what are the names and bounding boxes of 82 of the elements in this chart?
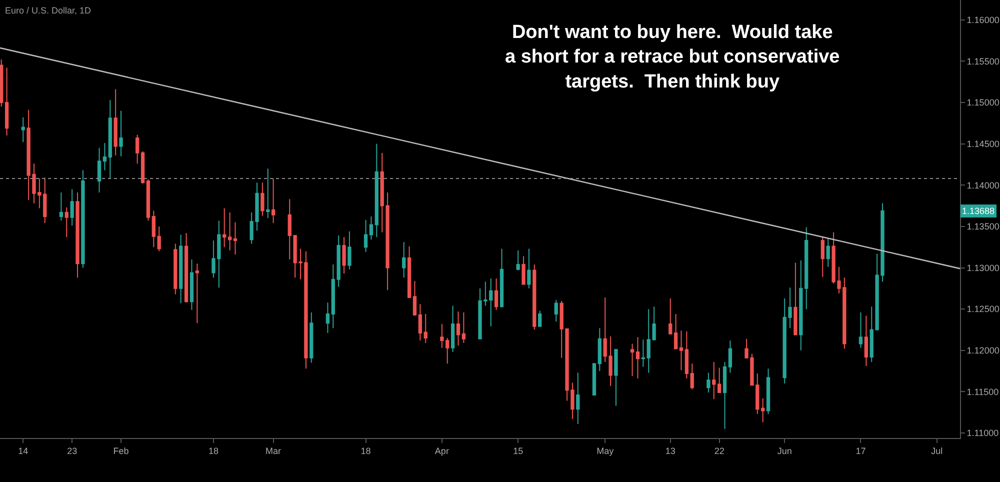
candlestick <box>706 372 710 394</box>
x-tick-label: 23 <box>67 446 78 456</box>
x-tick-label: Jul <box>931 446 943 456</box>
candlestick <box>76 192 80 278</box>
candlestick <box>684 330 689 379</box>
y-tick-label: 1.11500 <box>966 386 999 397</box>
candlestick <box>64 206 68 238</box>
x-tick-label: 15 <box>513 446 524 456</box>
candlestick <box>174 243 178 295</box>
y-tick-label: 1.11000 <box>966 428 999 438</box>
candlestick <box>108 100 112 180</box>
x-tick-label: 18 <box>208 446 218 456</box>
candlestick <box>233 222 238 256</box>
candlestick <box>4 67 9 136</box>
candlestick <box>179 234 183 304</box>
candlestick <box>761 398 765 423</box>
candlestick <box>146 178 150 222</box>
y-tick-label: 1.15000 <box>966 98 1000 108</box>
candlestick <box>636 336 640 379</box>
candlestick <box>668 298 672 334</box>
x-tick-label: Feb <box>113 446 129 456</box>
x-tick-label: 17 <box>856 446 866 456</box>
candlestick <box>592 363 596 396</box>
candlestick <box>794 262 798 336</box>
candlestick <box>804 226 808 310</box>
x-tick-label: May <box>596 446 614 456</box>
candlestick <box>679 330 684 371</box>
y-tick-label: 1.12500 <box>966 304 1000 314</box>
candlestick <box>0 59 4 108</box>
candlestick <box>826 238 830 268</box>
y-tick-label: 1.16000 <box>966 14 1000 25</box>
candlestick <box>799 260 803 351</box>
candlestick <box>630 343 634 377</box>
annotation: Don't want to buy here. Would take a short for a retrace but conservative targets. Then think buy <box>505 22 840 92</box>
candlestick <box>766 368 770 415</box>
candlestick <box>728 340 732 374</box>
candlestick <box>119 110 123 157</box>
candlestick <box>266 168 270 219</box>
y-tick-label: 1.12000 <box>966 346 1000 356</box>
candlestick <box>222 208 226 248</box>
candlestick <box>598 328 602 372</box>
x-tick-label: 13 <box>665 446 676 456</box>
candlestick <box>140 150 145 184</box>
y-tick-label: 1.14000 <box>966 180 1000 190</box>
candlestick <box>614 348 618 406</box>
candlestick <box>717 367 722 394</box>
x-tick-label: Mar <box>266 446 282 456</box>
candlestick <box>641 339 646 368</box>
candlestick <box>576 372 580 424</box>
candlestick <box>70 188 74 226</box>
candlestick <box>858 312 863 348</box>
candlestick <box>674 314 678 350</box>
candlestick <box>136 134 140 164</box>
x-tick-label: 18 <box>360 446 371 456</box>
text: 1.13688 <box>962 206 995 216</box>
candlestick <box>152 210 156 248</box>
candlestick <box>820 236 824 278</box>
y-tick-label: 1.15500 <box>966 56 1000 66</box>
text: Euro / U.S. Dollar, 1D <box>5 6 92 16</box>
y-tick-label: 1.13500 <box>966 222 1000 232</box>
candlestick <box>97 147 102 194</box>
candlestick <box>722 361 727 430</box>
candlestick <box>81 170 85 268</box>
y-tick-label: 1.13000 <box>966 262 1000 273</box>
y-tick-label: 1.14500 <box>966 138 1000 149</box>
candlestick <box>260 182 264 216</box>
x-tick-label: 14 <box>18 446 28 456</box>
candlestick <box>864 315 868 367</box>
x-tick-label: Jun <box>777 446 792 456</box>
candlestick <box>114 88 118 156</box>
candlestick <box>59 192 64 222</box>
candlestick <box>157 226 161 252</box>
candlestick <box>690 363 694 390</box>
candlestick <box>21 116 25 143</box>
x-tick-label: Apr <box>434 446 449 456</box>
candlestick <box>190 258 194 310</box>
candlestick <box>102 142 107 171</box>
candlestick <box>712 361 716 400</box>
x-tick-label: 22 <box>714 446 724 456</box>
candlestick <box>195 263 199 324</box>
candlestick <box>228 212 232 251</box>
candlestick <box>184 232 188 303</box>
